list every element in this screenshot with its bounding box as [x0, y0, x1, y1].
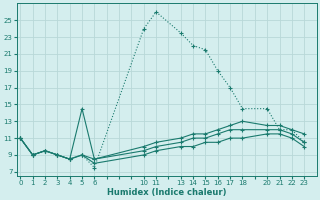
- X-axis label: Humidex (Indice chaleur): Humidex (Indice chaleur): [107, 188, 226, 197]
